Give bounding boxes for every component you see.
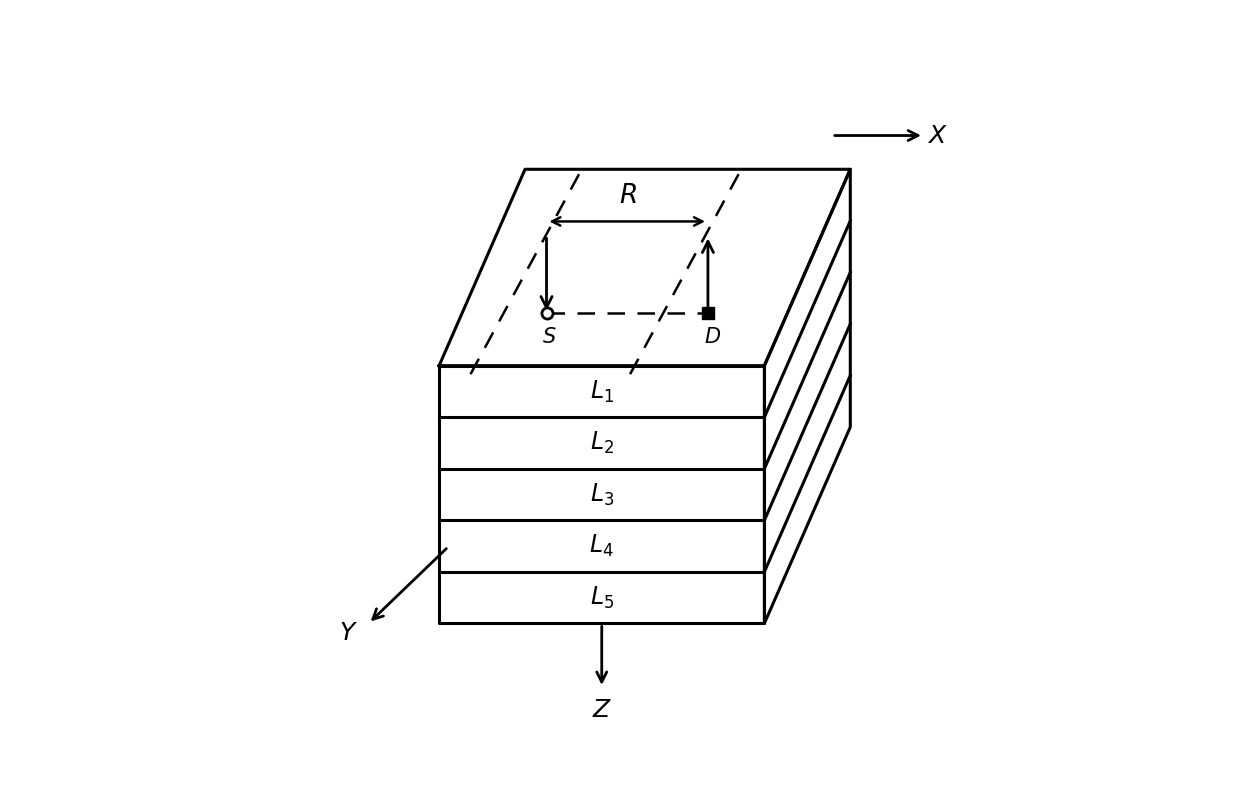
Text: $X$: $X$ [928,124,947,147]
Text: $L_{5}$: $L_{5}$ [590,584,614,611]
Text: $L_{3}$: $L_{3}$ [589,481,614,508]
Text: $D$: $D$ [704,327,722,347]
Text: $L_{1}$: $L_{1}$ [590,379,614,405]
Text: $Y$: $Y$ [340,621,358,645]
Text: $Z$: $Z$ [591,698,611,722]
Text: $L_{4}$: $L_{4}$ [589,533,614,559]
Text: $L_{2}$: $L_{2}$ [590,430,614,456]
Text: $R$: $R$ [619,183,636,209]
Text: $S$: $S$ [542,327,557,347]
